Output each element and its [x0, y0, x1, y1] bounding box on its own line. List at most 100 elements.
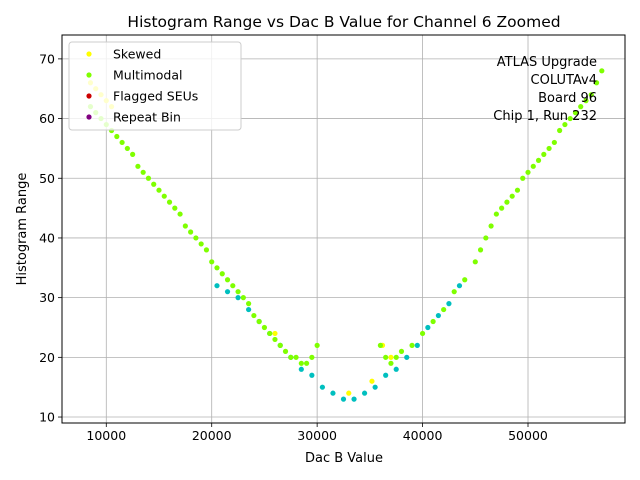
data-point — [372, 384, 378, 390]
data-point — [272, 336, 278, 343]
data-point — [546, 145, 552, 152]
data-point — [557, 127, 563, 134]
data-point — [214, 283, 220, 289]
y-tick-label: 70 — [39, 51, 55, 66]
data-point — [209, 259, 215, 265]
data-point — [188, 229, 194, 235]
data-point — [441, 306, 447, 313]
annotation-line: Board 96 — [538, 91, 597, 106]
data-point — [130, 151, 136, 157]
x-tick-label: 30000 — [297, 428, 337, 443]
legend-marker — [86, 114, 92, 120]
data-point — [562, 121, 568, 128]
data-point — [203, 247, 210, 253]
legend-label: Repeat Bin — [113, 110, 181, 125]
data-point — [398, 348, 405, 354]
plot-frame — [61, 34, 626, 424]
data-point — [409, 342, 415, 348]
data-point — [488, 223, 494, 229]
x-tick-label: 40000 — [403, 428, 443, 443]
data-point — [578, 104, 584, 110]
data-point — [198, 241, 204, 247]
data-point — [583, 98, 589, 104]
data-point — [425, 324, 431, 331]
x-tick-label: 10000 — [86, 428, 126, 443]
data-point — [177, 211, 183, 217]
data-point — [182, 223, 188, 229]
data-point — [404, 354, 410, 360]
data-point — [151, 181, 157, 187]
data-point — [267, 330, 273, 337]
data-point — [541, 151, 547, 157]
y-tick-label: 50 — [39, 171, 55, 186]
annotation-line: Chip 1, Run 232 — [493, 109, 597, 124]
data-point — [230, 283, 236, 289]
data-point — [383, 372, 389, 378]
data-point — [161, 193, 167, 199]
y-tick-label: 30 — [39, 290, 55, 305]
data-point — [446, 301, 452, 307]
data-point — [388, 354, 394, 360]
data-point — [377, 342, 384, 348]
data-point — [588, 92, 594, 98]
x-tick-label: 20000 — [192, 428, 232, 443]
data-point — [340, 396, 347, 402]
data-point — [520, 175, 526, 181]
data-point — [156, 187, 162, 193]
data-point — [393, 366, 399, 372]
legend-marker — [86, 93, 92, 99]
data-point — [293, 354, 299, 360]
data-point — [351, 396, 357, 402]
data-point — [567, 115, 573, 122]
y-tick-label: 10 — [39, 410, 55, 425]
run-annotation: ATLAS Upgrade COLUTAv4 Board 96 Chip 1, Run… — [493, 55, 597, 124]
data-point — [288, 354, 294, 360]
data-point — [114, 133, 120, 140]
legend-marker — [86, 51, 92, 57]
data-point — [172, 205, 178, 211]
data-point — [282, 348, 289, 354]
y-axis-label: Histogram Range — [15, 173, 30, 286]
data-point — [135, 163, 141, 169]
grid — [62, 35, 625, 423]
data-point — [214, 265, 220, 271]
data-point — [240, 295, 246, 301]
data-point — [309, 372, 315, 378]
data-point — [303, 360, 310, 366]
data-point — [535, 157, 542, 163]
y-tick-label: 40 — [39, 230, 55, 245]
y-tick-label: 20 — [39, 350, 55, 365]
data-point — [246, 306, 252, 313]
data-point — [383, 354, 389, 360]
legend-marker — [86, 72, 92, 78]
annotation-line: COLUTAv4 — [531, 73, 597, 88]
data-point — [277, 342, 283, 348]
data-point — [224, 277, 231, 283]
data-point — [493, 211, 499, 217]
data-point — [124, 145, 130, 152]
axis-ticks: 10000 20000 30000 40000 50000 10 20 30 40 50 60 70 — [39, 51, 548, 443]
legend-label: Skewed — [113, 47, 161, 62]
x-axis-label: Dac B Value — [305, 451, 383, 466]
data-point — [235, 295, 241, 301]
data-point — [525, 169, 531, 175]
data-point — [246, 301, 252, 307]
data-point — [330, 390, 336, 396]
data-point — [235, 289, 241, 295]
x-tick-label: 50000 — [508, 428, 548, 443]
data-point — [572, 110, 579, 116]
y-tick-label: 60 — [39, 111, 55, 126]
data-point — [369, 378, 375, 384]
data-point — [435, 312, 441, 319]
data-point — [256, 318, 262, 325]
data-point — [361, 390, 368, 396]
data-point — [414, 342, 420, 348]
data-point — [499, 205, 505, 211]
data-point — [483, 235, 489, 241]
data-point — [456, 283, 463, 289]
data-point — [451, 289, 457, 295]
data-point — [261, 324, 268, 331]
data-point — [599, 68, 605, 74]
data-point — [309, 354, 315, 360]
